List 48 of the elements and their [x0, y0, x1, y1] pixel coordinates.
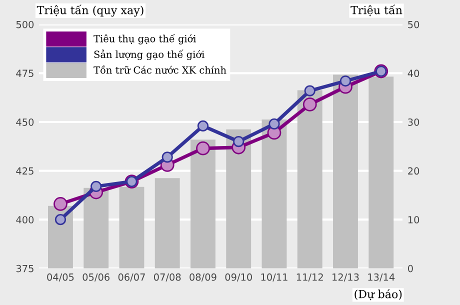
text: (Dự báo) — [354, 289, 402, 300]
y-tick-label: 400 — [16, 216, 34, 224]
y-tick-label: 450 — [16, 118, 34, 126]
legend-label: Sản lượng gạo thế giới — [94, 50, 204, 60]
y-tick-label: 475 — [16, 70, 34, 78]
x-tick-label: 12/13 — [332, 273, 359, 282]
legend-label: Tồn trữ Các nước XK chính — [94, 65, 226, 74]
legend-label: Tiêu thụ gạo thế giới — [94, 34, 196, 44]
point — [162, 152, 173, 163]
point — [197, 120, 209, 132]
y2-tick-label: 30 — [408, 118, 420, 126]
x-tick-label: 05/06 — [82, 273, 110, 282]
point — [196, 141, 210, 156]
bar — [190, 140, 216, 268]
point — [233, 136, 244, 148]
point — [90, 180, 102, 192]
y2-tick-label: 50 — [408, 20, 420, 28]
bar — [84, 188, 109, 268]
x-tick-label: 06/07 — [118, 273, 145, 282]
point — [302, 97, 317, 112]
bar — [226, 129, 252, 268]
x-tick-label: 09/10 — [225, 273, 252, 282]
bar — [368, 76, 394, 268]
y2-tick-label: 40 — [408, 70, 420, 78]
point — [54, 197, 68, 211]
point — [304, 85, 316, 96]
point — [54, 214, 66, 226]
y-tick-label: 375 — [16, 264, 34, 272]
bar — [119, 186, 144, 268]
y-axis-title: Triệu tấn (quy xay) — [36, 4, 144, 17]
x-tick-label: 10/11 — [261, 273, 288, 282]
y-tick-label: 500 — [16, 20, 34, 28]
point — [268, 118, 280, 130]
x-tick-label: 07/08 — [154, 273, 181, 282]
bar — [154, 178, 180, 268]
x-tick-label: 11/12 — [296, 273, 323, 282]
y2-axis-title: Triệu tấn — [350, 4, 402, 16]
bar — [333, 74, 358, 268]
y-tick-label: 425 — [16, 167, 34, 175]
x-tick-label: 04/05 — [47, 273, 74, 282]
bar — [262, 120, 287, 268]
y2-tick-label: 20 — [408, 167, 420, 175]
x-tick-label: 08/09 — [190, 273, 216, 282]
point — [340, 75, 352, 87]
x-tick-label: 13/14 — [368, 273, 395, 282]
y2-tick-label: 10 — [408, 216, 420, 224]
bar — [297, 90, 322, 268]
y2-tick-label: 0 — [408, 264, 413, 272]
